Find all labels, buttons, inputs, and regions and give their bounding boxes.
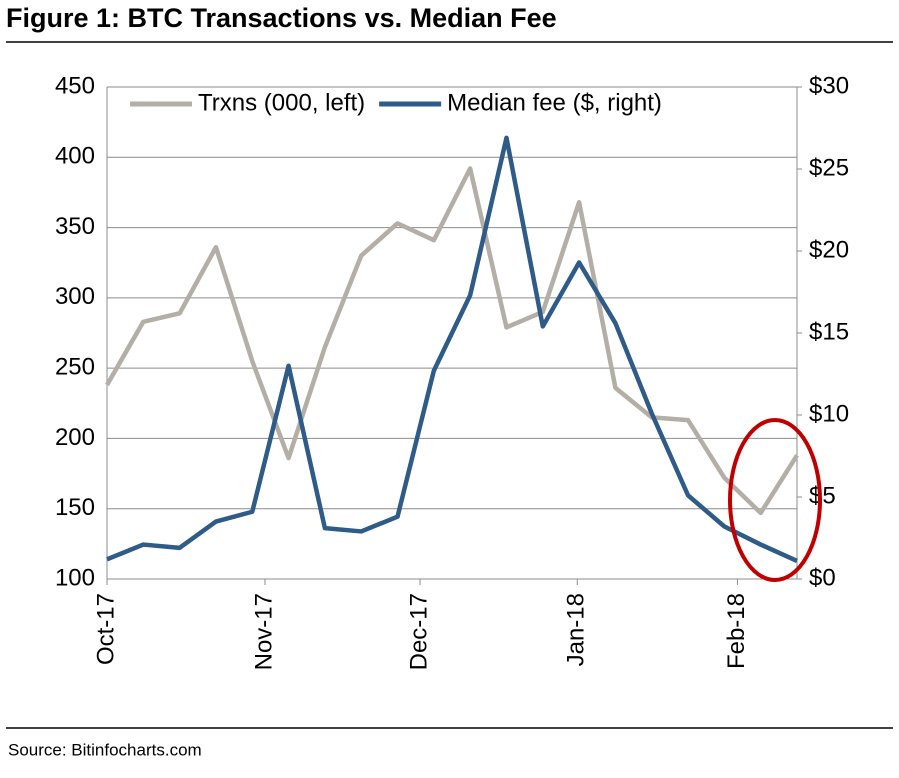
y-tick-label: 300 (55, 283, 95, 310)
y2-tick-label: $10 (809, 400, 849, 427)
x-tick-label: Nov-17 (250, 593, 277, 670)
y2-tick-label: $20 (809, 236, 849, 263)
y2-tick-label: $0 (809, 564, 836, 591)
y-tick-label: 200 (55, 424, 95, 451)
legend-label: Median fee ($, right) (447, 89, 662, 116)
chart-title: Figure 1: BTC Transactions vs. Median Fe… (6, 3, 557, 33)
y2-tick-label: $5 (809, 482, 836, 509)
y-tick-label: 100 (55, 564, 95, 591)
y2-tick-label: $25 (809, 154, 849, 181)
y-tick-label: 350 (55, 213, 95, 240)
y-tick-label: 150 (55, 494, 95, 521)
series-line (105, 166, 799, 516)
y-tick-label: 400 (55, 143, 95, 170)
source: Source: Bitinfocharts.com (8, 740, 202, 759)
legend-label: Trxns (000, left) (198, 89, 365, 116)
y-tick-label: 250 (55, 353, 95, 380)
y-tick-label: 450 (55, 72, 95, 99)
highlight-ellipse (728, 418, 822, 582)
y2-tick-label: $15 (809, 318, 849, 345)
y2-tick-label: $30 (809, 72, 849, 99)
x-tick-label: Oct-17 (92, 593, 119, 665)
x-tick-label: Dec-17 (405, 593, 432, 670)
series-line (106, 135, 798, 564)
x-tick-label: Jan-18 (563, 593, 590, 666)
plot-area: 100 150 200 250 300 350 400 450 $0 $5 $10 $15 $20 $25… (55, 72, 849, 670)
x-tick-label: Feb-18 (723, 593, 750, 669)
